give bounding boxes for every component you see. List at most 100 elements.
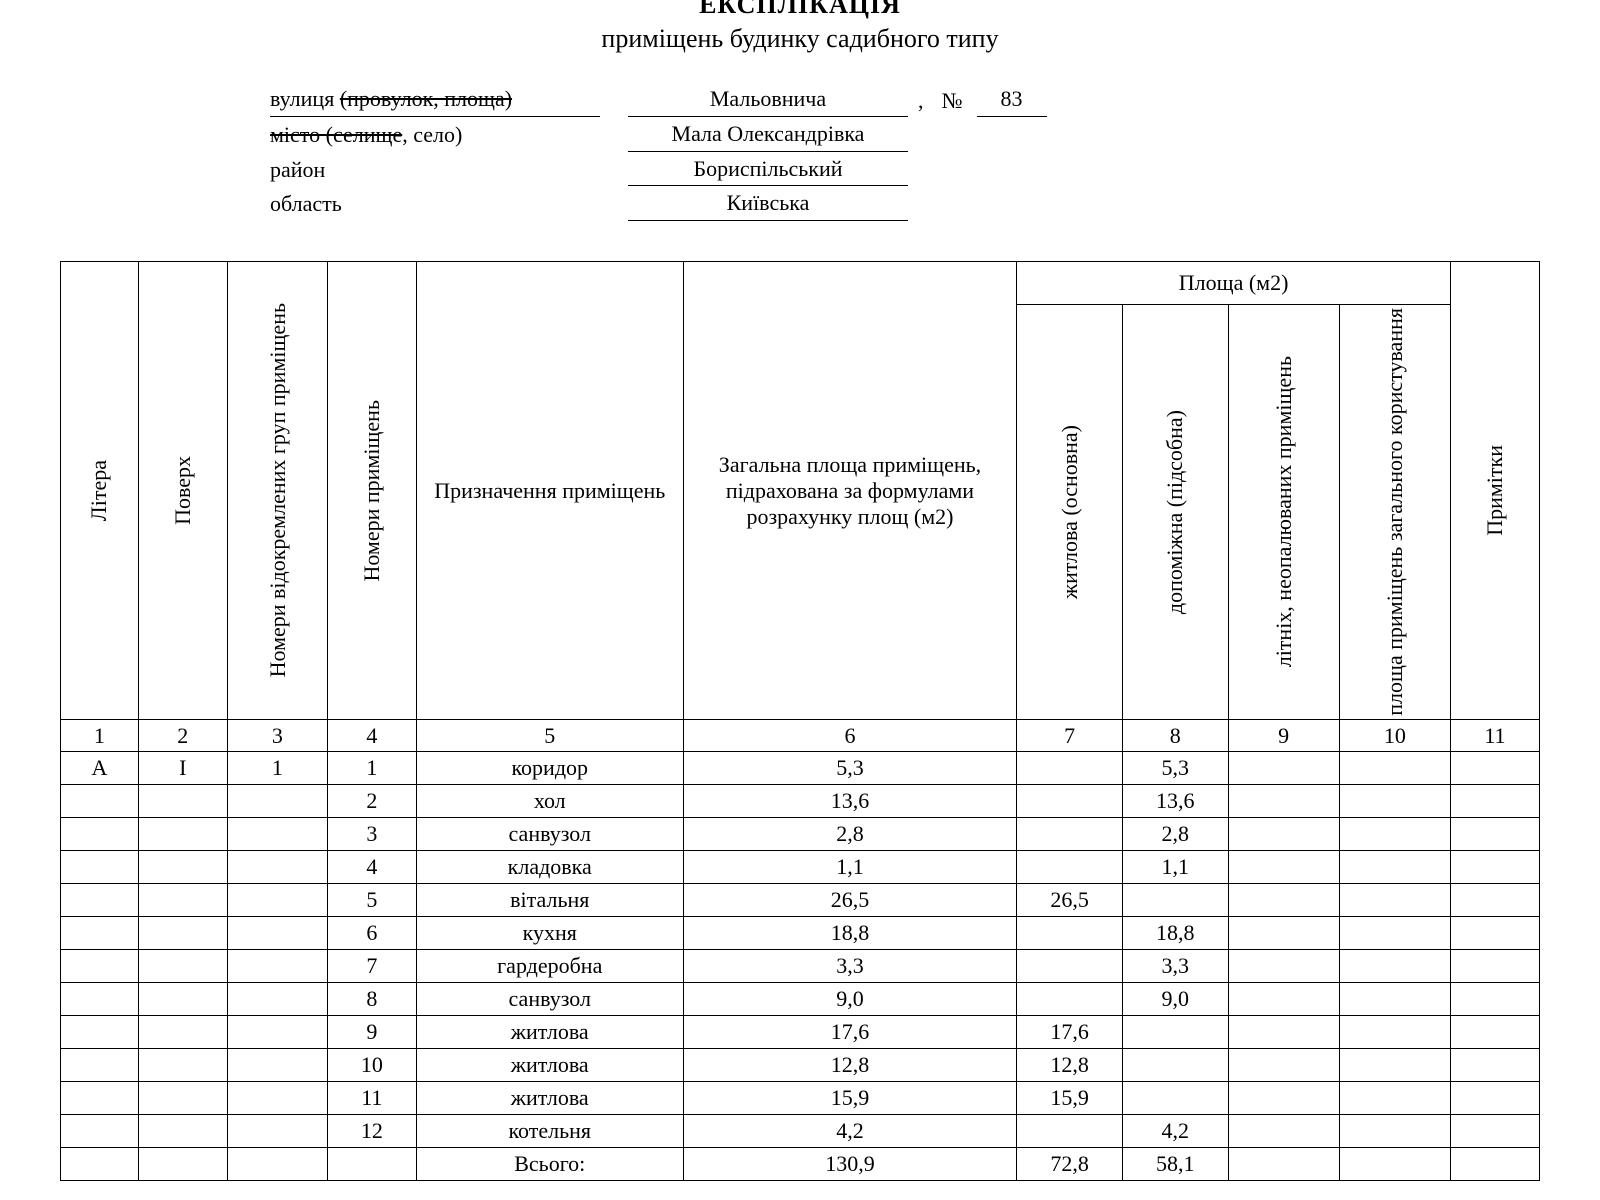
cell-floor [138, 851, 227, 884]
cell-common [1339, 785, 1450, 818]
cell-no: 2 [327, 785, 416, 818]
cell-litera [61, 917, 139, 950]
table-row: 9житлова17,617,6 [61, 1016, 1540, 1049]
total-living: 72,8 [1017, 1148, 1123, 1181]
cell-living: 26,5 [1017, 884, 1123, 917]
cell-purpose: кладовка [416, 851, 683, 884]
th-common: площа приміщень загального користування [1339, 305, 1450, 720]
cell-group [227, 983, 327, 1016]
street-value: Мальовнича [628, 84, 908, 117]
cell-aux: 2,8 [1122, 818, 1228, 851]
total-blank-4 [327, 1148, 416, 1181]
table-row: 11житлова15,915,9 [61, 1082, 1540, 1115]
cell-living: 15,9 [1017, 1082, 1123, 1115]
address-row-locality: місто (селище, село) Мала Олександрівка [270, 119, 1540, 152]
cell-purpose: житлова [416, 1016, 683, 1049]
cell-aux: 1,1 [1122, 851, 1228, 884]
cell-aux: 3,3 [1122, 950, 1228, 983]
cell-total: 3,3 [683, 950, 1017, 983]
th-floor: Поверх [138, 262, 227, 720]
cell-floor [138, 785, 227, 818]
cell-aux [1122, 1082, 1228, 1115]
cell-no: 11 [327, 1082, 416, 1115]
cell-common [1339, 851, 1450, 884]
locality-value: Мала Олександрівка [628, 119, 908, 152]
cell-common [1339, 752, 1450, 785]
cell-living [1017, 752, 1123, 785]
cell-litera [61, 983, 139, 1016]
cell-aux [1122, 1049, 1228, 1082]
total-aux: 58,1 [1122, 1148, 1228, 1181]
coln-11: 11 [1450, 719, 1539, 751]
cell-floor [138, 818, 227, 851]
cell-aux [1122, 1016, 1228, 1049]
cell-common [1339, 1049, 1450, 1082]
coln-2: 2 [138, 719, 227, 751]
cell-aux [1122, 884, 1228, 917]
cell-no: 12 [327, 1115, 416, 1148]
cell-floor [138, 983, 227, 1016]
th-purpose: Призначення приміщень [416, 262, 683, 720]
cell-living [1017, 818, 1123, 851]
coln-6: 6 [683, 719, 1017, 751]
cell-notes [1450, 1016, 1539, 1049]
cell-no: 7 [327, 950, 416, 983]
region-label: область [270, 189, 600, 221]
table-row: 8санвузол9,09,0 [61, 983, 1540, 1016]
cell-purpose: вітальня [416, 884, 683, 917]
coln-8: 8 [1122, 719, 1228, 751]
cell-litera [61, 818, 139, 851]
cell-common [1339, 983, 1450, 1016]
cell-living [1017, 950, 1123, 983]
cell-total: 1,1 [683, 851, 1017, 884]
cell-total: 26,5 [683, 884, 1017, 917]
cell-total: 2,8 [683, 818, 1017, 851]
cell-aux: 4,2 [1122, 1115, 1228, 1148]
cell-notes [1450, 917, 1539, 950]
cell-notes [1450, 785, 1539, 818]
cell-aux: 9,0 [1122, 983, 1228, 1016]
region-value: Київська [628, 188, 908, 221]
cell-litera [61, 1082, 139, 1115]
th-living: житлова (основна) [1017, 305, 1123, 720]
table-row: АІ11коридор5,35,3 [61, 752, 1540, 785]
cell-total: 12,8 [683, 1049, 1017, 1082]
cell-purpose: котельня [416, 1115, 683, 1148]
total-blank-3 [227, 1148, 327, 1181]
address-row-district: район Бориспільський [270, 154, 1540, 187]
cell-living [1017, 917, 1123, 950]
cell-group [227, 917, 327, 950]
cell-group [227, 785, 327, 818]
cell-living: 12,8 [1017, 1049, 1123, 1082]
coln-9: 9 [1228, 719, 1339, 751]
cell-floor [138, 1049, 227, 1082]
cell-summer [1228, 884, 1339, 917]
cell-no: 1 [327, 752, 416, 785]
cell-common [1339, 1082, 1450, 1115]
total-label: Всього: [416, 1148, 683, 1181]
cell-summer [1228, 1115, 1339, 1148]
locality-label-strike: місто (селище [270, 122, 402, 147]
district-value: Бориспільський [628, 154, 908, 187]
cell-purpose: кухня [416, 917, 683, 950]
table-row: 10житлова12,812,8 [61, 1049, 1540, 1082]
street-comma: , [918, 86, 924, 117]
total-notes [1450, 1148, 1539, 1181]
cell-summer [1228, 818, 1339, 851]
number-label: № [942, 86, 963, 117]
cell-no: 8 [327, 983, 416, 1016]
table-row: 5вітальня26,526,5 [61, 884, 1540, 917]
cell-no: 3 [327, 818, 416, 851]
address-row-street: вулиця (провулок, площа) Мальовнича , № … [270, 84, 1540, 117]
th-notes: Примітки [1450, 262, 1539, 720]
table-row: 2хол13,613,6 [61, 785, 1540, 818]
total-blank-2 [138, 1148, 227, 1181]
table-body: АІ11коридор5,35,32хол13,613,63санвузол2,… [61, 752, 1540, 1148]
cell-litera: А [61, 752, 139, 785]
total-total: 130,9 [683, 1148, 1017, 1181]
cell-common [1339, 950, 1450, 983]
total-row: Всього: 130,9 72,8 58,1 [61, 1148, 1540, 1181]
cell-total: 4,2 [683, 1115, 1017, 1148]
cell-aux: 13,6 [1122, 785, 1228, 818]
cell-total: 18,8 [683, 917, 1017, 950]
